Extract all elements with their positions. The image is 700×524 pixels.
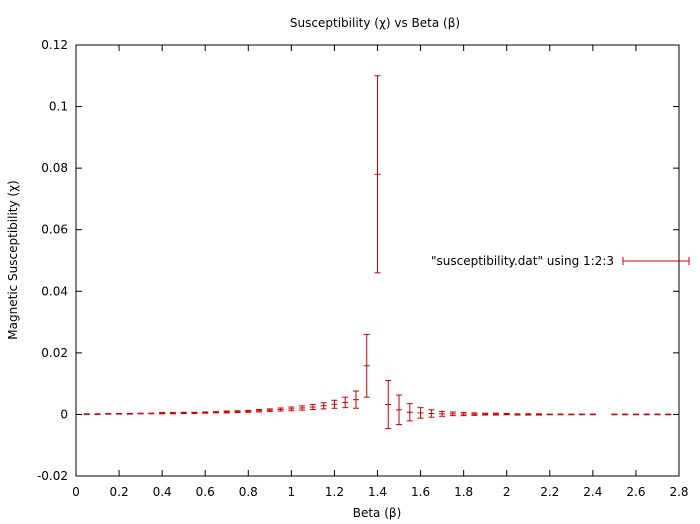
x-tick-label: 0 [72,485,80,499]
y-tick-label: 0.02 [41,346,68,360]
data-point [514,413,521,416]
data-point [363,333,370,398]
data-point [299,405,306,411]
data-point [654,413,661,416]
data-point [331,399,338,409]
data-point [428,409,435,418]
data-point [632,413,639,416]
x-axis: 0 0.2 0.4 0.6 0.8 1 1.2 1.4 1.6 1.8 2 2.2 2.4 2.6 2.8 [72,45,689,499]
y-axis-label: Magnetic Susceptibility (χ) [6,180,20,339]
data-point [159,412,166,415]
data-point [309,404,316,411]
x-tick-label: 0.8 [239,485,258,499]
x-tick-label: 1.6 [411,485,430,499]
data-point [536,413,543,416]
data-point [589,413,596,416]
x-tick-label: 0.4 [153,485,172,499]
data-point [374,75,381,274]
data-point [482,412,489,416]
data-point [417,407,424,419]
data-point [352,390,359,409]
data-point [202,411,209,414]
y-tick-label: 0 [60,407,68,421]
y-tick-label: 0.06 [41,223,68,237]
data-point [568,413,575,416]
x-tick-label: 2.2 [540,485,559,499]
data-point [525,413,532,416]
data-point [256,409,263,413]
data-point [191,411,198,415]
data-point [503,413,510,416]
data-point [148,412,155,415]
data-point [234,410,241,414]
data-point [83,413,90,415]
data-point [277,407,284,412]
y-axis: -0.02 0 0.02 0.04 0.06 0.08 0.1 0.12 [37,38,679,483]
data-point [611,413,618,416]
data-point [116,413,123,415]
data-point [180,411,187,415]
data-point [223,410,230,414]
data-point [320,402,327,410]
y-tick-label: 0.1 [49,100,68,114]
data-point [460,412,467,417]
data-point [137,412,144,415]
data-point [449,411,456,417]
data-point [492,412,499,416]
data-point [266,408,273,412]
y-tick-label: 0.12 [41,38,68,52]
data-point [557,413,564,416]
data-point [471,412,478,416]
data-point [385,380,392,430]
x-tick-label: 2.8 [669,485,688,499]
x-axis-label: Beta (β) [353,506,402,520]
data-point [212,411,219,414]
legend-entry-label: "susceptibility.dat" using 1:2:3 [431,254,614,268]
data-point [94,413,101,415]
y-tick-label: 0.04 [41,284,68,298]
y-tick-label: -0.02 [37,469,68,483]
data-point [406,403,413,422]
legend-entry-swatch [622,257,690,265]
x-tick-label: 2.6 [626,485,645,499]
y-tick-label: 0.08 [41,161,68,175]
data-point [126,413,133,415]
legend: "susceptibility.dat" using 1:2:3 [431,254,690,268]
x-tick-label: 0.6 [196,485,215,499]
data-point [643,413,650,416]
x-tick-label: 1.4 [368,485,387,499]
data-point [622,413,629,416]
x-tick-label: 2.4 [583,485,602,499]
data-series [83,75,672,430]
chart-title: Susceptibility (χ) vs Beta (β) [290,16,460,30]
data-point [579,413,586,416]
x-tick-label: 0.2 [110,485,129,499]
data-point [396,394,403,426]
data-point [342,396,349,409]
data-point [439,410,446,417]
x-tick-label: 1 [288,485,296,499]
data-point [288,406,295,412]
data-point [546,413,553,416]
x-tick-label: 1.8 [454,485,473,499]
data-point [665,413,672,416]
data-point [169,412,176,415]
data-point [105,413,112,415]
x-tick-label: 2 [503,485,511,499]
data-point [245,409,252,413]
x-tick-label: 1.2 [325,485,344,499]
